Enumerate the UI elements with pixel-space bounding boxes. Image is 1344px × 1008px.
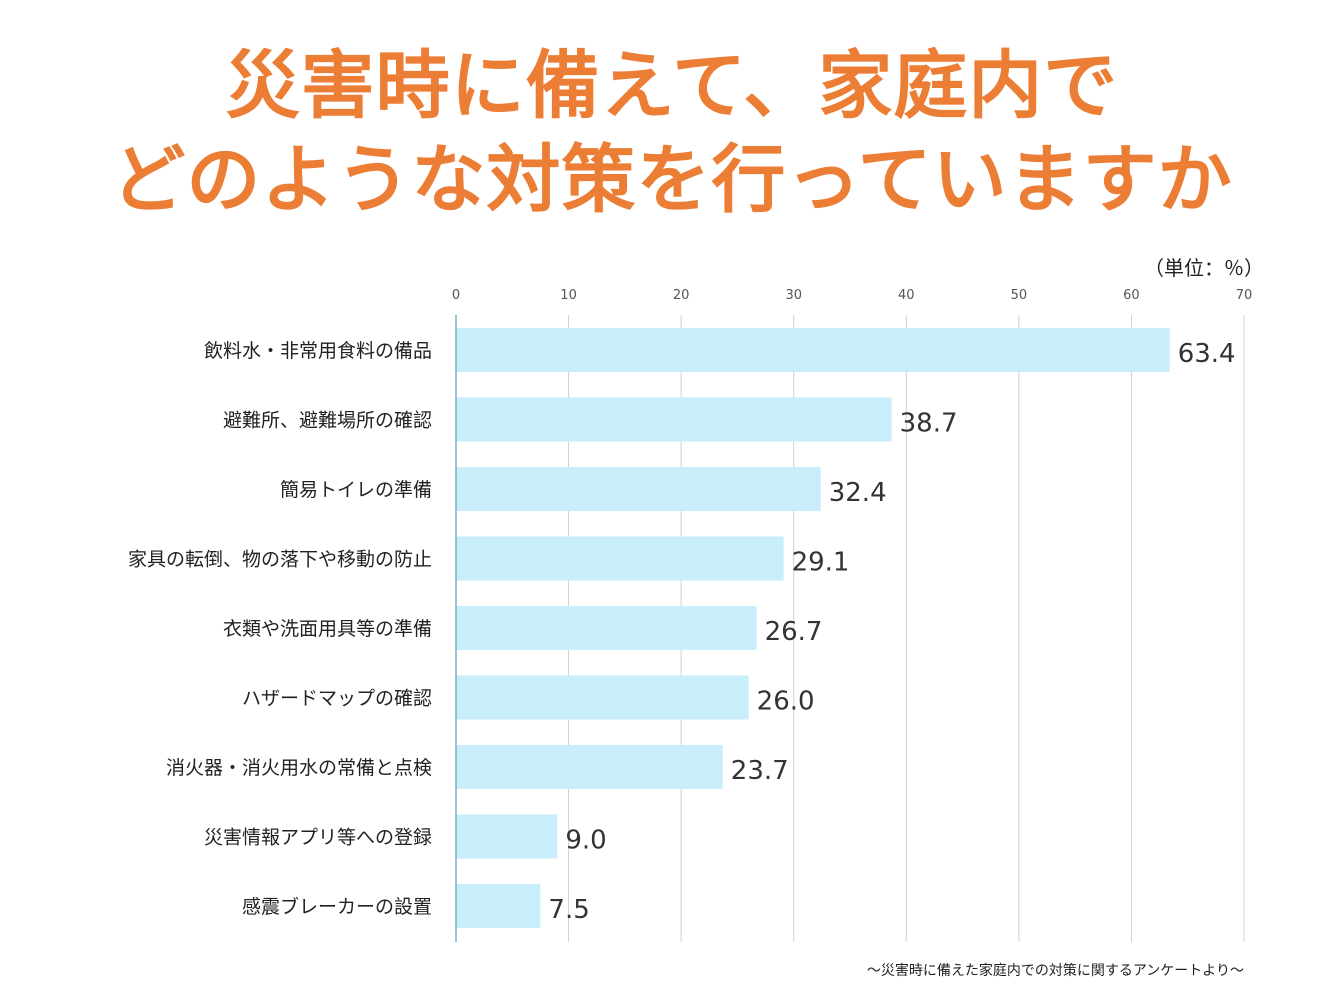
x-tick-label: 70 [1236,288,1253,303]
data-label: 32.4 [829,478,887,508]
x-tick-label: 50 [1011,288,1028,303]
x-tick-label: 60 [1123,288,1140,303]
bar [456,745,723,789]
category-label: 飲料水・非常用食料の備品 [204,340,432,362]
category-label: 簡易トイレの準備 [280,479,432,501]
x-tick-label: 30 [785,288,802,303]
data-label: 26.0 [757,687,815,717]
x-tick-label: 0 [452,288,460,303]
unit-label: （単位：％） [1144,256,1264,280]
bar [456,328,1170,372]
data-label: 9.0 [565,826,606,856]
chart-title-line1: 災害時に備えて、家庭内で [225,43,1119,129]
category-label: 家具の転倒、物の落下や移動の防止 [128,549,432,571]
data-label: 26.7 [765,617,823,647]
source-note: ～災害時に備えた家庭内での対策に関するアンケートより～ [866,963,1244,979]
data-label: 29.1 [792,548,850,578]
bar [456,884,541,928]
category-label: 災害情報アプリ等への登録 [204,827,432,849]
chart-title-line2: どのような対策を行っていますか [111,137,1233,223]
x-tick-label: 10 [560,288,577,303]
bar [456,606,757,650]
bar [456,536,784,581]
bar [456,814,558,859]
data-label: 63.4 [1178,339,1236,369]
category-label: ハザードマップの確認 [242,688,432,710]
data-label: 7.5 [548,895,589,925]
bar [456,397,892,442]
bar [456,675,749,720]
x-tick-label: 40 [898,288,915,303]
category-label: 消火器・消火用水の常備と点検 [166,757,432,779]
data-label: 23.7 [731,756,789,786]
category-label: 衣類や洗面用具等の準備 [223,618,432,640]
category-label: 避難所、避難場所の確認 [223,410,432,432]
category-label: 感震ブレーカーの設置 [242,895,432,918]
bar [456,467,821,511]
data-label: 38.7 [900,409,958,439]
x-tick-label: 20 [673,288,690,303]
